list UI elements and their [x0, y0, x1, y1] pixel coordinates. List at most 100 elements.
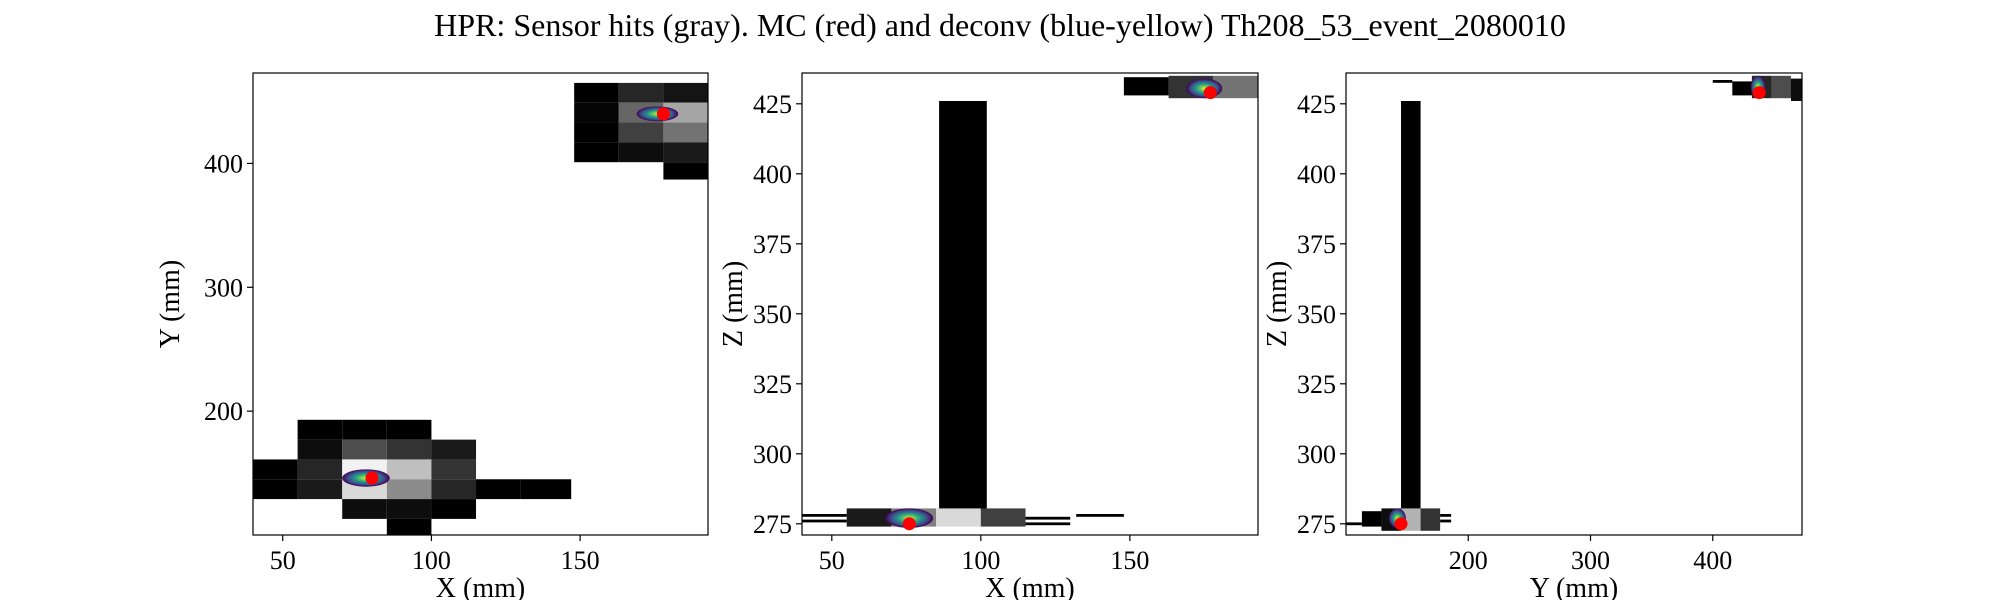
- sensor-hit: [431, 459, 477, 480]
- sensor-hit: [802, 519, 847, 523]
- plot-area-xy: [253, 82, 708, 535]
- plot-area-xz: [802, 75, 1258, 531]
- sensor-hit: [1440, 514, 1452, 517]
- y-tick-label: 425: [1297, 90, 1336, 119]
- sensor-hit: [297, 479, 343, 500]
- mc-point: [902, 517, 916, 531]
- mc-point: [1203, 86, 1217, 100]
- sensor-hit: [342, 419, 387, 440]
- mc-point: [656, 107, 670, 121]
- sensor-hit: [574, 142, 619, 163]
- sensor-hit: [1401, 101, 1421, 510]
- y-tick-label: 325: [1297, 370, 1336, 399]
- sensor-hit: [386, 518, 432, 535]
- sensor-hit: [618, 122, 664, 143]
- x-tick-label: 150: [1110, 546, 1149, 575]
- sensor-hit: [1440, 519, 1452, 523]
- sensor-hit: [386, 499, 432, 519]
- y-axis-label: Y (mm): [155, 260, 186, 348]
- deconv-blob: [1186, 78, 1223, 99]
- panels: 50 100 150 200 300 400 X (mm) Y (mm) 50 100 150 275…: [155, 72, 1803, 600]
- sensor-hit: [980, 508, 1026, 527]
- sensor-hit: [1213, 75, 1258, 99]
- y-tick-label: 400: [753, 160, 792, 189]
- sensor-hit: [520, 479, 572, 500]
- sensor-hit: [663, 142, 708, 163]
- x-tick-label: 400: [1693, 546, 1732, 575]
- sensor-hit: [1771, 75, 1791, 99]
- x-tick-label: 100: [412, 546, 451, 575]
- x-axis-label: X (mm): [436, 573, 525, 600]
- sensor-hit: [1712, 80, 1733, 83]
- sensor-hit: [618, 82, 664, 103]
- sensor-hit: [297, 439, 343, 460]
- sensor-hit: [476, 479, 521, 500]
- y-tick-label: 275: [753, 510, 792, 539]
- x-tick-label: 150: [561, 546, 600, 575]
- sensor-hit: [618, 142, 664, 163]
- x-tick-label: 100: [961, 546, 1000, 575]
- axes-frame-xz: [801, 72, 1259, 536]
- sensor-hit: [386, 439, 432, 460]
- sensor-hit: [297, 459, 343, 480]
- sensor-hit: [663, 162, 708, 180]
- y-tick-label: 300: [753, 440, 792, 469]
- y-tick-label: 325: [753, 370, 792, 399]
- sensor-hit: [574, 102, 619, 123]
- sensor-hit: [1025, 516, 1071, 520]
- sensor-hit: [342, 439, 387, 460]
- sensor-hit: [1790, 78, 1802, 101]
- y-tick-label: 350: [1297, 300, 1336, 329]
- axes-frame-yz: [1345, 72, 1803, 536]
- sensor-hit: [846, 508, 892, 527]
- mc-point: [1394, 517, 1408, 531]
- y-axis-label: Z (mm): [1262, 261, 1293, 347]
- sensor-hit: [802, 514, 847, 517]
- y-tick-label: 300: [1297, 440, 1336, 469]
- sensor-hit: [1361, 511, 1382, 527]
- x-axis-label: X (mm): [985, 573, 1074, 600]
- y-tick-label: 400: [204, 149, 243, 178]
- sensor-hit: [431, 479, 477, 500]
- sensor-hit: [1420, 508, 1441, 531]
- sensor-hit: [936, 508, 981, 527]
- y-tick-label: 400: [1297, 160, 1336, 189]
- sensor-hit: [1123, 77, 1169, 96]
- sensor-hit: [1076, 514, 1124, 517]
- mc-point: [365, 471, 379, 485]
- sensor-hit: [386, 459, 432, 480]
- x-axis-label: Y (mm): [1530, 573, 1618, 600]
- plot-area-yz: [1346, 75, 1802, 531]
- panel-xz: 50 100 150 275 300 325 350 375 400 425 X (mm) Z (mm…: [718, 72, 1259, 600]
- sensor-hit: [939, 101, 987, 510]
- sensor-hit: [1732, 81, 1752, 96]
- sensor-hit: [253, 479, 298, 500]
- mc-point: [1752, 86, 1766, 100]
- y-tick-label: 350: [753, 300, 792, 329]
- y-tick-label: 425: [753, 90, 792, 119]
- sensor-hit: [386, 479, 432, 500]
- x-tick-label: 200: [1449, 546, 1488, 575]
- sensor-hit: [253, 459, 298, 480]
- sensor-hit: [663, 122, 708, 143]
- sensor-hit: [663, 82, 708, 103]
- sensor-hit: [431, 439, 477, 460]
- y-tick-label: 375: [1297, 230, 1336, 259]
- x-tick-label: 50: [270, 546, 296, 575]
- sensor-hit: [574, 122, 619, 143]
- sensor-hit: [386, 419, 432, 440]
- y-tick-label: 200: [204, 397, 243, 426]
- axes-frame-xy: [252, 72, 709, 536]
- y-tick-label: 375: [753, 230, 792, 259]
- sensor-hit: [1346, 522, 1362, 526]
- sensor-hit: [1025, 522, 1071, 526]
- chart-title: HPR: Sensor hits (gray). MC (red) and de…: [434, 7, 1566, 43]
- panel-yz: 200 300 400 275 300 325 350 375 400 425 Y (mm) Z (m…: [1262, 72, 1803, 600]
- y-axis-label: Z (mm): [718, 261, 749, 347]
- x-tick-label: 50: [819, 546, 845, 575]
- sensor-hit: [431, 499, 477, 519]
- sensor-hit: [342, 499, 387, 519]
- y-tick-label: 300: [204, 273, 243, 302]
- y-tick-label: 275: [1297, 510, 1336, 539]
